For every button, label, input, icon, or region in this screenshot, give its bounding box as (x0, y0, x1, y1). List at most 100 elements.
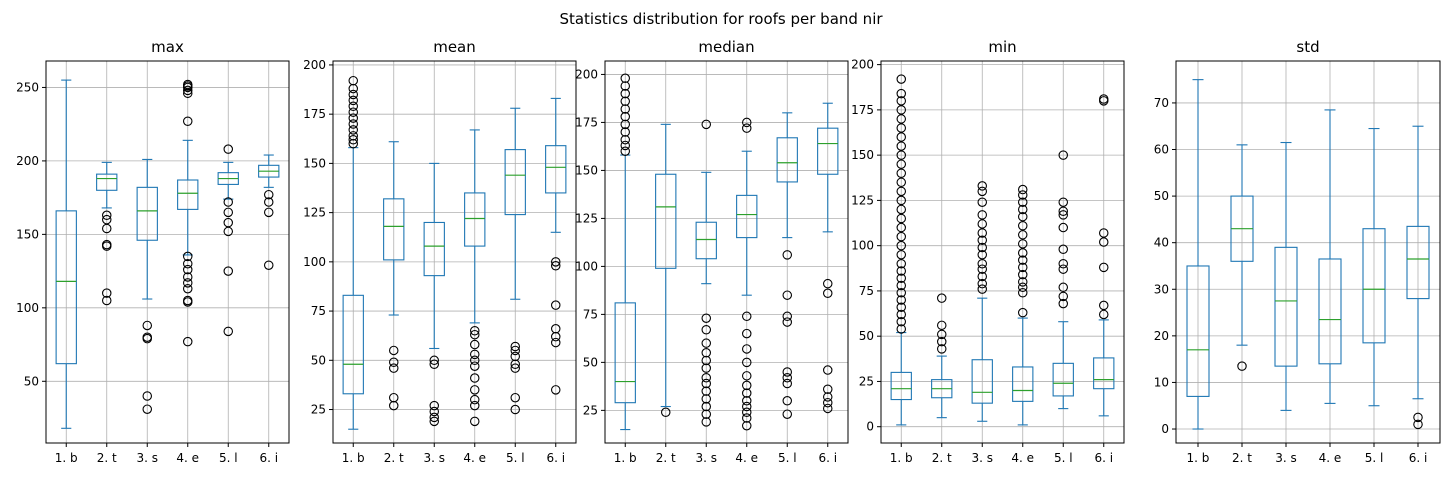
outlier-point (550, 257, 561, 267)
outlier-point (102, 210, 112, 221)
axes-frame (604, 60, 849, 444)
outlier-point (388, 392, 399, 403)
y-tick-label: 200 (851, 58, 874, 72)
outlier-point (429, 412, 439, 423)
x-tick-label: 4. e (176, 451, 199, 465)
outlier-point (782, 250, 792, 260)
panel-title: mean (433, 38, 476, 56)
outlier-point (896, 266, 906, 276)
y-tick-label: 100 (303, 255, 326, 269)
outlier-point (1058, 264, 1069, 274)
outlier-point (223, 144, 234, 154)
y-tick-label: 150 (303, 156, 326, 170)
outlier-point (1099, 300, 1109, 311)
outlier-point (510, 341, 520, 352)
panel-title: median (698, 38, 754, 56)
outlier-point (822, 278, 833, 289)
y-tick-label: 40 (1154, 236, 1169, 250)
box-iqr (695, 221, 717, 260)
outlier-point (1058, 206, 1069, 217)
outlier-point (977, 219, 987, 229)
outlier-point (977, 186, 987, 197)
outlier-point (936, 329, 947, 340)
outlier-point (620, 134, 630, 145)
outlier-point (1058, 150, 1069, 160)
outlier-point (896, 302, 906, 312)
y-tick-label: 150 (851, 148, 874, 162)
box-iqr (1406, 225, 1430, 300)
outlier-point (620, 146, 630, 156)
y-tick-label: 250 (16, 80, 39, 94)
outlier-point (263, 189, 274, 200)
y-tick-label: 125 (851, 193, 874, 207)
outlier-point (896, 114, 906, 124)
outlier-point (741, 123, 752, 133)
outlier-point (1017, 230, 1028, 240)
x-tick-label: 4. e (463, 451, 486, 465)
box-6 (817, 102, 839, 414)
box-iqr (817, 127, 839, 175)
outlier-point (429, 406, 439, 417)
y-tick-label: 75 (311, 304, 326, 318)
outlier-point (1058, 210, 1069, 220)
y-tick-label: 100 (16, 301, 39, 315)
outlier-point (701, 338, 711, 348)
box-1 (342, 75, 364, 430)
x-tick-label: 2. t (1232, 451, 1252, 465)
outlier-point (896, 105, 906, 115)
outlier-point (550, 385, 561, 395)
outlier-point (896, 204, 906, 215)
outlier-point (936, 344, 947, 354)
outlier-point (977, 181, 987, 191)
box-4 (177, 79, 199, 347)
outlier-point (223, 197, 234, 207)
y-tick-label: 200 (575, 67, 598, 81)
x-tick-label: 5. l (778, 451, 797, 465)
box-iqr (1318, 258, 1342, 365)
outlier-point (620, 104, 630, 114)
outlier-point (510, 363, 520, 373)
box-5 (776, 112, 798, 419)
outlier-point (741, 420, 752, 431)
outlier-point (701, 355, 711, 366)
outlier-point (1099, 262, 1109, 273)
outlier-point (896, 280, 906, 291)
outlier-point (348, 101, 358, 112)
outlier-point (822, 288, 833, 299)
outlier-point (1058, 298, 1069, 309)
box-1 (890, 74, 912, 426)
y-tick-label: 100 (575, 259, 598, 273)
outlier-point (701, 378, 711, 389)
outlier-point (183, 85, 193, 96)
outlier-point (896, 295, 906, 305)
outlier-point (822, 365, 833, 375)
axes-frame (45, 60, 290, 444)
outlier-point (223, 326, 234, 337)
box-2 (96, 161, 118, 306)
outlier-point (388, 345, 399, 356)
x-tick-label: 1. b (890, 451, 913, 465)
x-tick-label: 2. t (656, 451, 676, 465)
box-iqr (464, 192, 486, 247)
outlier-point (388, 357, 399, 368)
box-iqr (545, 145, 567, 194)
outlier-point (183, 283, 193, 294)
outlier-point (977, 235, 987, 245)
outlier-point (782, 290, 792, 300)
box-iqr (890, 371, 912, 401)
outlier-point (701, 324, 711, 335)
outlier-point (183, 116, 193, 126)
outlier-point (1017, 220, 1028, 231)
outlier-point (183, 272, 193, 282)
outlier-point (896, 287, 906, 298)
box-iqr (423, 221, 445, 277)
outlier-point (1058, 244, 1069, 255)
outlier-point (701, 386, 711, 396)
outlier-point (348, 95, 358, 106)
box-3 (695, 119, 717, 427)
outlier-point (896, 213, 906, 224)
outlier-point (896, 309, 906, 320)
y-tick-label: 50 (583, 355, 598, 369)
outlier-point (223, 207, 234, 218)
y-tick-label: 125 (303, 206, 326, 220)
